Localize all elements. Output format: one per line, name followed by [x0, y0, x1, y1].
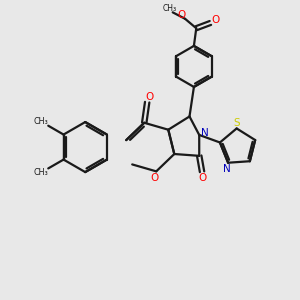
Text: O: O: [211, 15, 220, 25]
Text: N: N: [201, 128, 209, 139]
Text: S: S: [233, 118, 240, 128]
Text: CH₃: CH₃: [163, 4, 177, 13]
Text: O: O: [177, 10, 186, 20]
Text: O: O: [151, 173, 159, 183]
Text: N: N: [223, 164, 230, 174]
Text: CH₃: CH₃: [34, 168, 49, 177]
Text: O: O: [145, 92, 153, 102]
Text: O: O: [198, 173, 206, 183]
Text: CH₃: CH₃: [34, 117, 49, 126]
